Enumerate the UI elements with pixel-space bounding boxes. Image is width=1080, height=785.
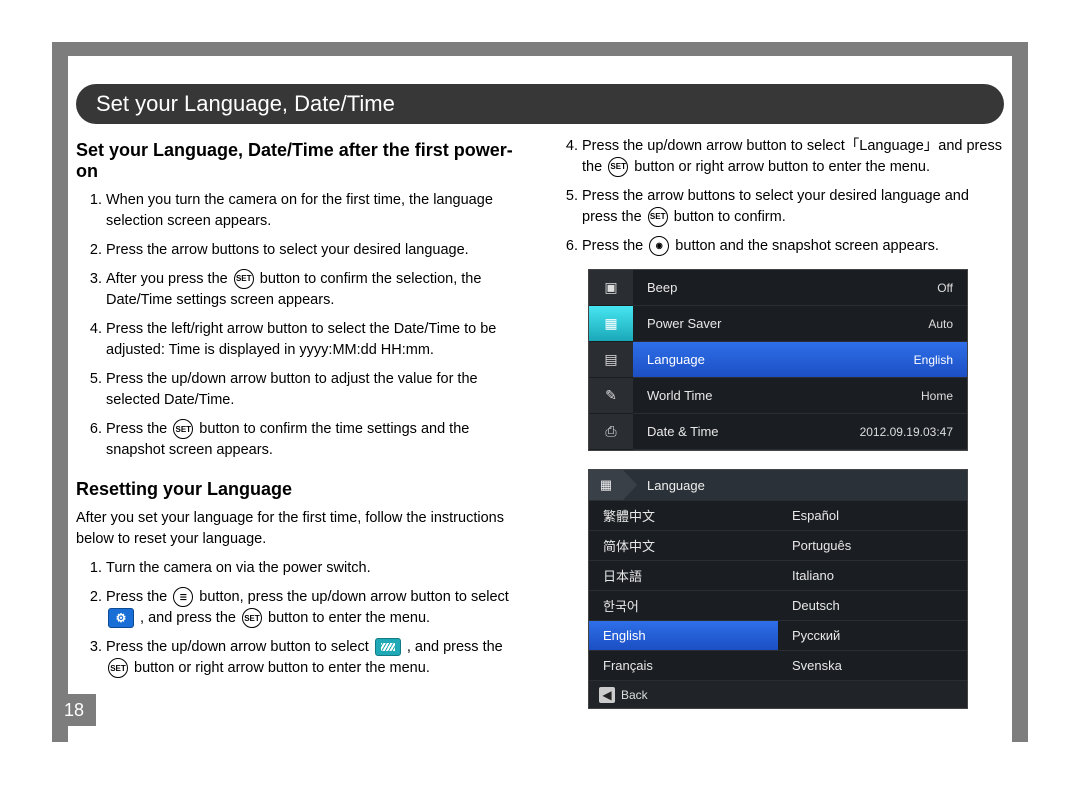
lang-option: 简体中文 (589, 530, 778, 560)
camera-tab-icon: ▣ (589, 270, 633, 306)
subheading-reset-language: Resetting your Language (76, 479, 528, 500)
section-title: Set your Language, Date/Time (76, 84, 1004, 124)
language-header: ▦ Language (589, 470, 967, 500)
language-footer: ◀ Back (589, 680, 967, 708)
back-icon: ◀ (599, 687, 615, 703)
connect-tab-icon: ⎙ (589, 414, 633, 450)
wrench-icon (375, 638, 401, 656)
subheading-first-power-on: Set your Language, Date/Time after the f… (76, 140, 528, 182)
menu-icon: ☰ (173, 587, 193, 607)
lang-option: Português (778, 530, 967, 560)
left-border (52, 42, 68, 742)
chevron-icon (623, 470, 637, 500)
step: Press the up/down arrow button to select… (106, 637, 528, 679)
menu-row-date-time: Date & Time2012.09.19.03:47 (633, 414, 967, 450)
lang-option: Svenska (778, 650, 967, 680)
right-column: Press the up/down arrow button to select… (552, 136, 1004, 742)
header-tab-icon: ▦ (589, 470, 623, 500)
first-power-on-steps: When you turn the camera on for the firs… (76, 190, 528, 461)
play-tab-icon: ▤ (589, 342, 633, 378)
lang-option: 日本語 (589, 560, 778, 590)
step: Press the arrow buttons to select your d… (582, 186, 1004, 228)
step: Press the ◉ button and the snapshot scre… (582, 236, 1004, 257)
lang-option: Español (778, 500, 967, 530)
camera-settings-menu-screenshot: ▣ ▦ ▤ ✎ ⎙ BeepOff Power SaverAuto Langua… (588, 269, 968, 451)
set-icon: SET (648, 207, 668, 227)
lang-option: Русский (778, 620, 967, 650)
step: Press the left/right arrow button to sel… (106, 319, 528, 361)
set-icon: SET (242, 608, 262, 628)
set-icon: SET (173, 419, 193, 439)
menu-rows: BeepOff Power SaverAuto LanguageEnglish … (633, 270, 967, 450)
menu-row-beep: BeepOff (633, 270, 967, 306)
set-icon: SET (108, 658, 128, 678)
step: Press the up/down arrow button to adjust… (106, 369, 528, 411)
set-icon: SET (608, 157, 628, 177)
lang-option: 繁體中文 (589, 500, 778, 530)
step: Press the arrow buttons to select your d… (106, 240, 528, 261)
step: Press the up/down arrow button to select… (582, 136, 1004, 178)
left-column: Set your Language, Date/Time after the f… (76, 136, 528, 742)
language-grid: 繁體中文 Español 简体中文 Português 日本語 Italiano… (589, 500, 967, 680)
content-area: Set your Language, Date/Time after the f… (76, 136, 1004, 742)
lang-option: Italiano (778, 560, 967, 590)
lang-option: 한국어 (589, 590, 778, 620)
snapshot-icon: ◉ (649, 236, 669, 256)
setup-icon: ⚙ (108, 608, 134, 628)
step: Press the SET button to confirm the time… (106, 419, 528, 461)
menu-row-power-saver: Power SaverAuto (633, 306, 967, 342)
step: Turn the camera on via the power switch. (106, 558, 528, 579)
top-border (52, 42, 1028, 56)
reset-language-steps: Turn the camera on via the power switch.… (76, 558, 528, 679)
lang-option: Français (589, 650, 778, 680)
reset-intro: After you set your language for the firs… (76, 508, 528, 550)
menu-row-world-time: World TimeHome (633, 378, 967, 414)
step: When you turn the camera on for the firs… (106, 190, 528, 232)
settings-tab-icon: ▦ (589, 306, 633, 342)
reset-language-steps-cont: Press the up/down arrow button to select… (552, 136, 1004, 257)
lang-option: Deutsch (778, 590, 967, 620)
page-frame: 18 Set your Language, Date/Time Set your… (52, 42, 1028, 742)
wrench-tab-icon: ✎ (589, 378, 633, 414)
right-border (1012, 42, 1028, 742)
language-selection-screenshot: ▦ Language 繁體中文 Español 简体中文 Português 日… (588, 469, 968, 709)
set-icon: SET (234, 269, 254, 289)
lang-option-selected: English (589, 620, 778, 650)
menu-icon-column: ▣ ▦ ▤ ✎ ⎙ (589, 270, 633, 450)
step: Press the ☰ button, press the up/down ar… (106, 587, 528, 629)
menu-row-language: LanguageEnglish (633, 342, 967, 378)
step: After you press the SET button to confir… (106, 269, 528, 311)
